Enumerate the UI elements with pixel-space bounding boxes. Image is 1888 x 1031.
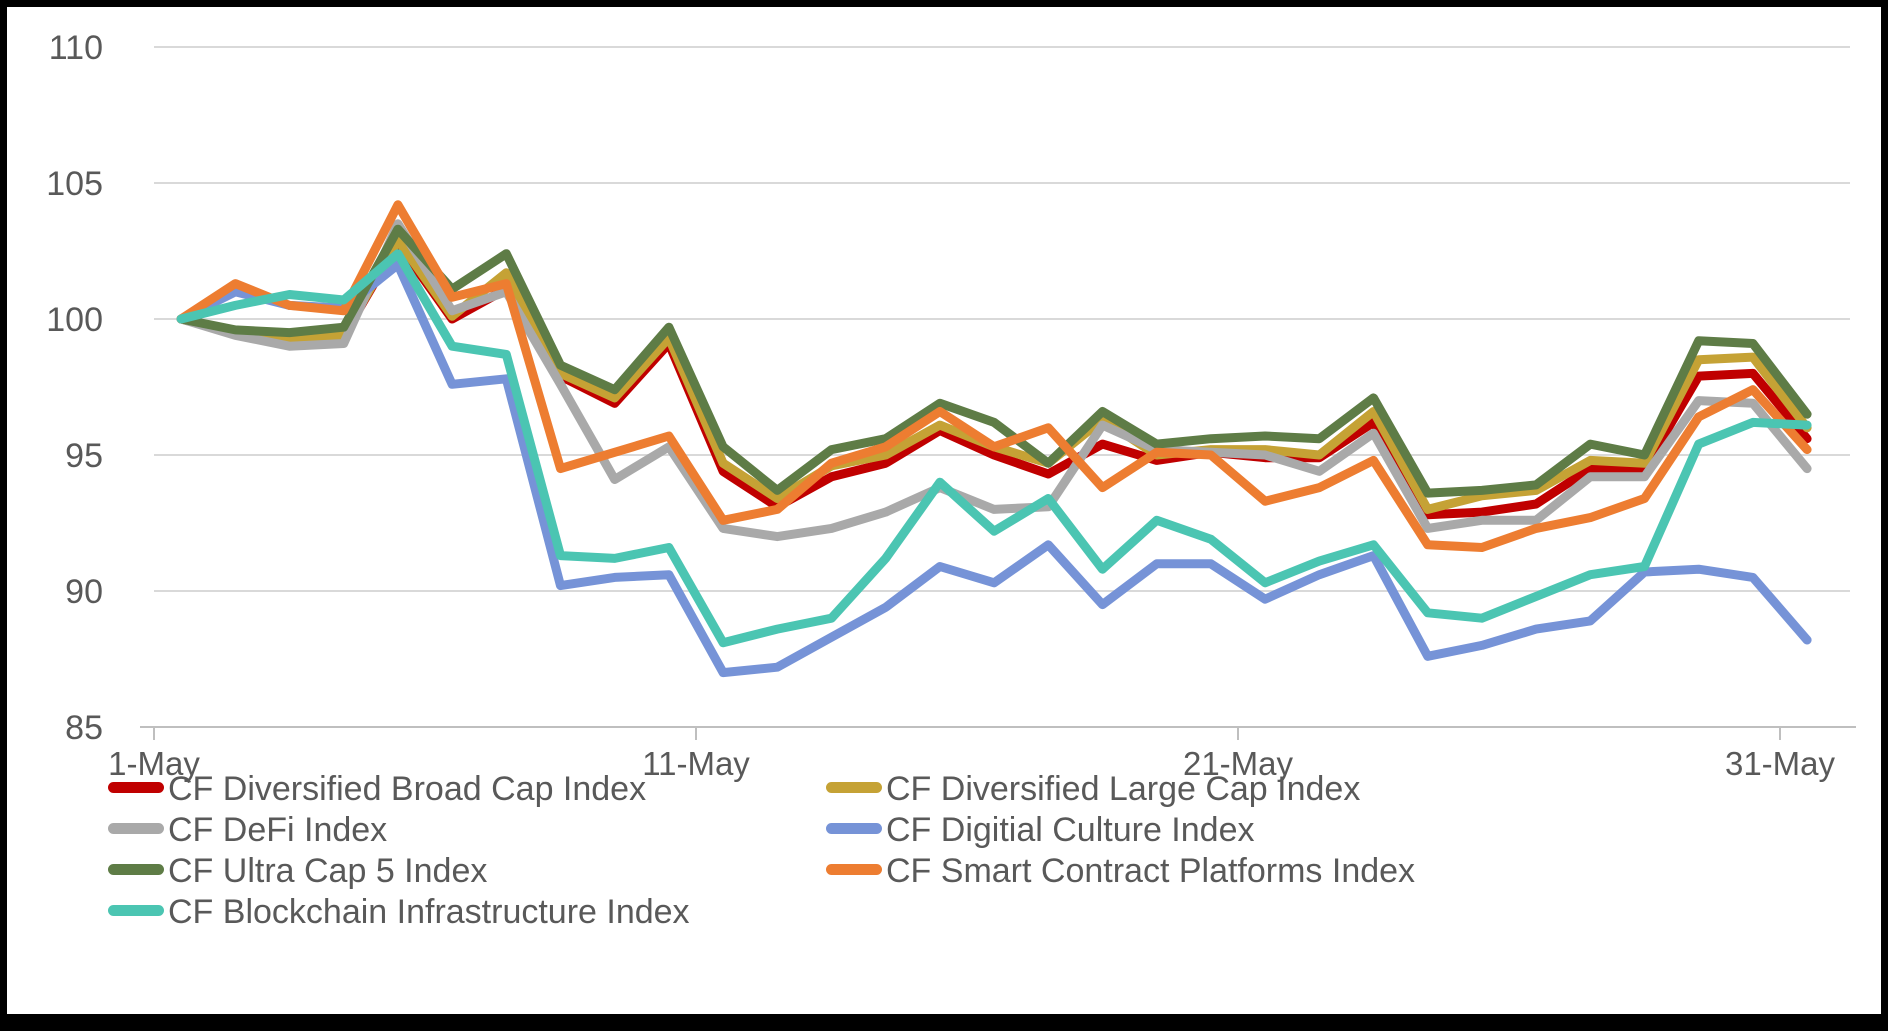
legend-item: CF Diversified Large Cap Index: [826, 770, 1360, 808]
legend-label: CF Diversified Broad Cap Index: [168, 770, 646, 808]
legend-swatch-icon: [826, 823, 882, 834]
legend-swatch-icon: [108, 905, 164, 916]
x-axis-label: 21-May: [1183, 745, 1294, 782]
line-chart: 110 105 100 95 90 851-May 11-May 21-May 31-May CF…: [46, 29, 1856, 931]
legend-label: CF Blockchain Infrastructure Index: [168, 893, 690, 931]
series-line-7: [176, 249, 1812, 648]
legend-label: CF DeFi Index: [168, 811, 387, 849]
y-axis-label: 90: [65, 573, 103, 611]
y-axis-label: 105: [46, 165, 103, 203]
legend-swatch-icon: [108, 823, 164, 834]
x-axis-label: 31-May: [1725, 745, 1836, 782]
y-axis-label: 95: [65, 437, 103, 475]
legend-item: CF Diversified Broad Cap Index: [108, 770, 646, 808]
legend-item: CF DeFi Index: [108, 811, 387, 849]
legend-item: CF Digitial Culture Index: [826, 811, 1254, 849]
legend-swatch-icon: [108, 782, 164, 793]
series-line-3: [176, 219, 1812, 542]
legend-item: CF Smart Contract Platforms Index: [826, 852, 1415, 890]
y-axis-label: 85: [65, 709, 103, 747]
y-axis-label: 100: [46, 301, 103, 339]
legend-swatch-icon: [826, 782, 882, 793]
legend-label: CF Diversified Large Cap Index: [886, 770, 1360, 808]
y-axis-label: 110: [49, 29, 103, 67]
legend-label: CF Digitial Culture Index: [886, 811, 1254, 849]
x-axis-label: 11-May: [642, 745, 750, 782]
legend-swatch-icon: [108, 864, 164, 875]
legend-label: CF Smart Contract Platforms Index: [886, 852, 1415, 890]
legend-label: CF Ultra Cap 5 Index: [168, 852, 487, 890]
x-axis-label: 1-May: [108, 745, 200, 782]
legend-item: CF Ultra Cap 5 Index: [108, 852, 487, 890]
series-line-4: [176, 260, 1812, 678]
legend-swatch-icon: [826, 864, 882, 875]
legend-item: CF Blockchain Infrastructure Index: [108, 893, 690, 931]
series-line-6: [176, 200, 1812, 552]
